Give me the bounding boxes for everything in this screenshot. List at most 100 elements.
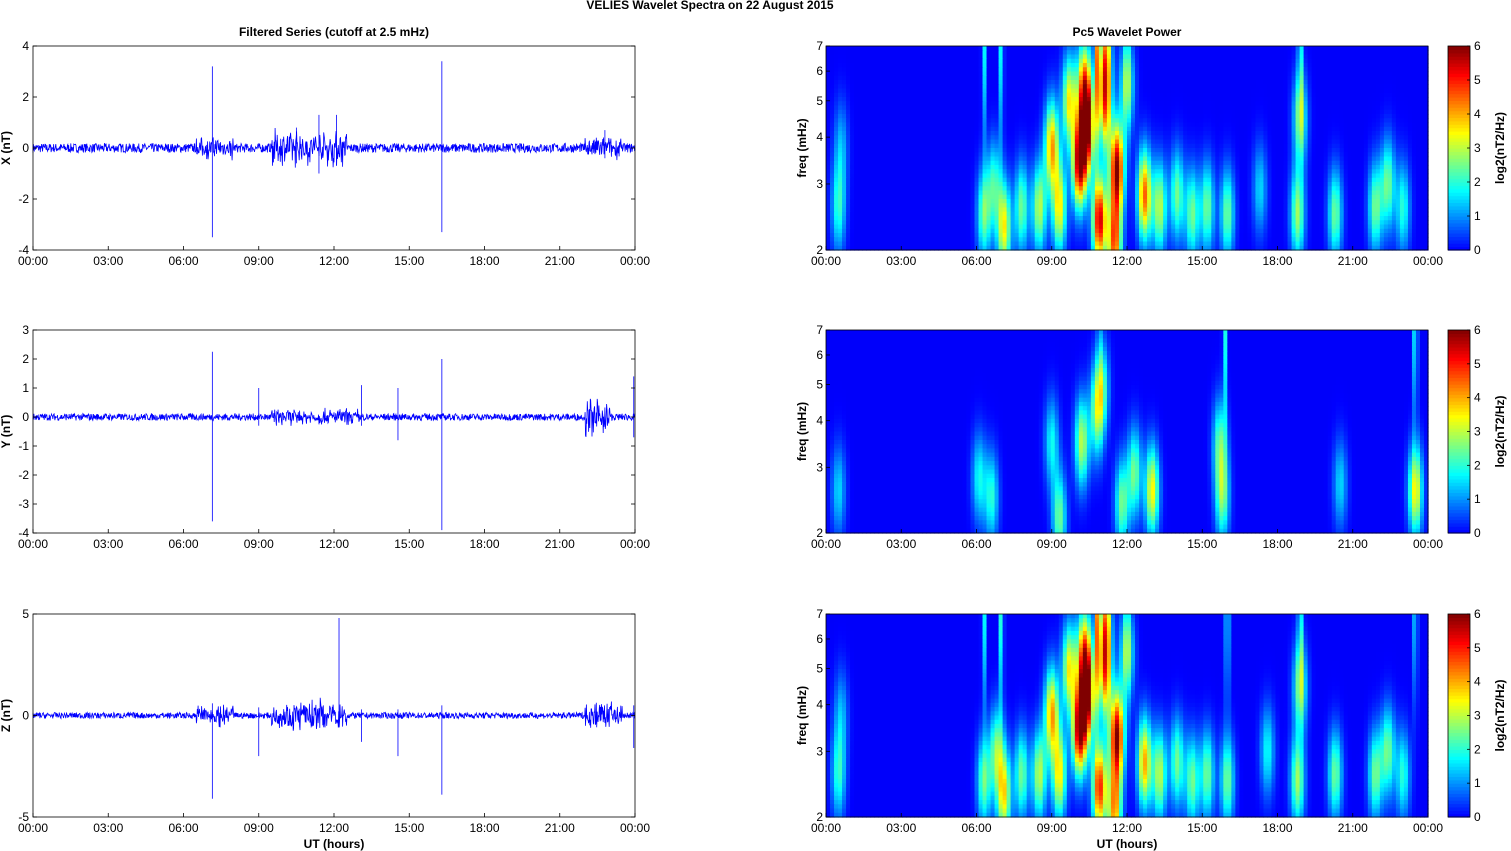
heat-cell	[922, 97, 927, 102]
heat-cell	[914, 97, 919, 102]
heat-cell	[1287, 177, 1293, 183]
heat-cell	[1090, 156, 1096, 162]
heat-cell	[1082, 101, 1088, 107]
heat-cell	[990, 92, 996, 98]
heat-cell	[1331, 71, 1337, 77]
heat-cell	[1042, 126, 1048, 132]
heat-cell	[1395, 148, 1401, 153]
heat-cell	[926, 75, 931, 81]
heat-cell	[1114, 177, 1120, 183]
heat-cell	[830, 148, 835, 153]
heat-cell	[970, 173, 976, 179]
heat-cell	[1002, 114, 1008, 119]
heat-cell	[1163, 92, 1168, 98]
heat-cell	[1127, 118, 1132, 124]
heat-cell	[914, 126, 919, 132]
heat-cell	[1263, 118, 1269, 124]
heat-cell	[930, 118, 935, 124]
y-tick-label: -3	[18, 497, 29, 511]
heat-cell	[1106, 122, 1112, 128]
heat-cell	[1391, 101, 1397, 107]
heat-cell	[866, 122, 871, 128]
heat-cell	[1315, 143, 1321, 149]
heat-cell	[1014, 131, 1020, 136]
heat-cell	[1179, 109, 1184, 115]
heat-cell	[1423, 169, 1429, 175]
heat-cell	[1046, 173, 1052, 179]
heat-cell	[1311, 105, 1317, 111]
heat-cell	[1171, 160, 1176, 166]
heat-cell	[1415, 143, 1421, 149]
heat-cell	[966, 71, 972, 77]
heat-cell	[926, 109, 931, 115]
heat-cell	[1034, 173, 1040, 179]
heat-cell	[1239, 114, 1244, 119]
heat-cell	[1391, 63, 1397, 68]
heat-cell	[1395, 126, 1401, 132]
heat-cell	[938, 58, 943, 64]
heat-cell	[1379, 143, 1385, 149]
heat-cell	[1251, 173, 1257, 179]
heat-cell	[1287, 46, 1293, 51]
heat-cell	[1247, 148, 1253, 153]
heat-cell	[1102, 101, 1108, 107]
heat-cell	[1327, 71, 1333, 77]
heat-cell	[1187, 101, 1192, 107]
heat-cell	[998, 92, 1004, 98]
heat-cell	[1315, 135, 1321, 141]
heat-cell	[1175, 139, 1180, 145]
heat-cell	[1375, 105, 1381, 111]
heat-cell	[1102, 88, 1108, 94]
heat-cell	[1423, 152, 1429, 158]
heat-cell	[858, 173, 863, 179]
heat-cell	[898, 169, 903, 175]
heat-cell	[1291, 109, 1297, 115]
heat-cell	[834, 182, 839, 187]
heat-cell	[918, 182, 923, 187]
heat-cell	[1255, 165, 1261, 170]
heat-cell	[1335, 75, 1341, 81]
heat-cell	[1066, 118, 1072, 124]
heat-cell	[1255, 101, 1261, 107]
heat-cell	[1066, 71, 1072, 77]
heat-cell	[1303, 131, 1309, 136]
heat-cell	[1375, 148, 1381, 153]
heat-cell	[962, 109, 968, 115]
heat-cell	[930, 148, 935, 153]
heat-cell	[834, 105, 839, 111]
heat-cell	[934, 114, 939, 119]
heat-cell	[1279, 131, 1285, 136]
heat-cell	[1086, 156, 1092, 162]
heat-cell	[850, 84, 855, 90]
heat-cell	[894, 118, 899, 124]
heat-cell	[1203, 148, 1208, 153]
heat-cell	[854, 143, 859, 149]
heat-cell	[862, 101, 867, 107]
heat-cell	[1403, 143, 1409, 149]
heat-cell	[962, 177, 968, 183]
heat-cell	[1183, 160, 1188, 166]
heat-cell	[906, 75, 911, 81]
heat-cell	[982, 135, 988, 141]
heat-cell	[1375, 126, 1381, 132]
heat-cell	[894, 156, 899, 162]
heat-cell	[1219, 97, 1224, 102]
heat-cell	[1018, 67, 1024, 73]
heat-cell	[1046, 169, 1052, 175]
heat-cell	[1042, 63, 1048, 68]
heat-cell	[1191, 165, 1196, 170]
heat-cell	[1207, 126, 1212, 132]
heat-cell	[870, 92, 875, 98]
heat-cell	[894, 177, 899, 183]
heat-cell	[934, 101, 939, 107]
heat-cell	[958, 114, 964, 119]
heat-cell	[986, 131, 992, 136]
heat-cell	[1078, 118, 1084, 124]
heat-cell	[890, 152, 895, 158]
heat-cell	[1267, 50, 1273, 56]
heat-cell	[1114, 165, 1120, 170]
heat-cell	[1375, 101, 1381, 107]
heat-cell	[1303, 118, 1309, 124]
heat-cell	[1151, 71, 1156, 77]
heat-cell	[922, 67, 927, 73]
